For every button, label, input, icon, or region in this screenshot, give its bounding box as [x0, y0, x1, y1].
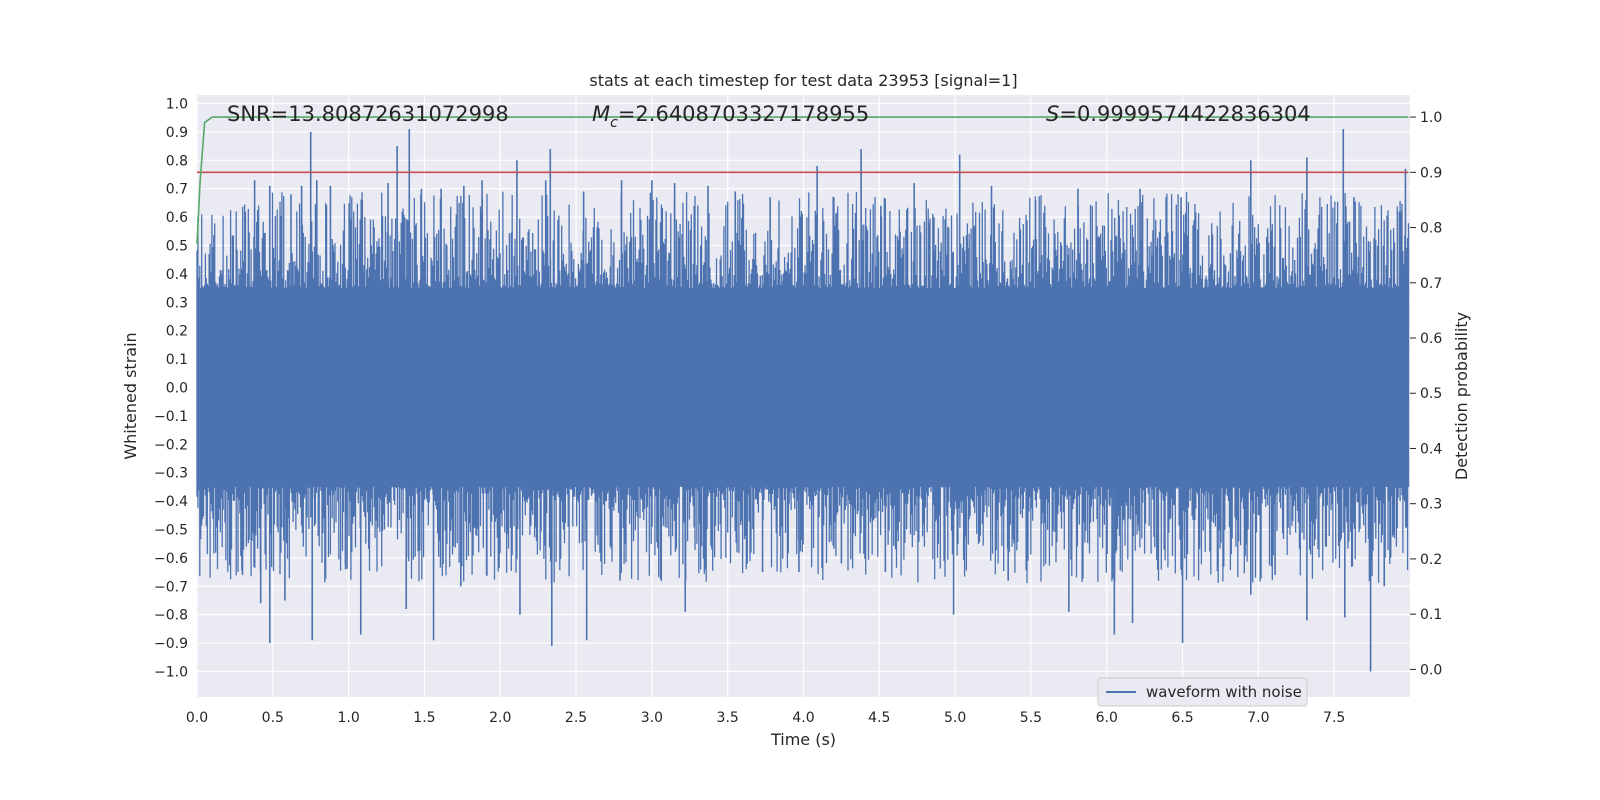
y-axis-right: 0.0 0.1 0.2 0.3 0.4 0.5 0.6 0.7 0.8 0.9 1.0: [1410, 110, 1442, 678]
y-axis-left: −1.0 −0.9 −0.8 −0.7 −0.6 −0.5 −0.4 −0.3 −0.2 −0.1…: [154, 97, 188, 681]
x-tick-label: 0.0: [186, 710, 208, 726]
legend-entry-waveform: waveform with noise: [1146, 683, 1302, 701]
y-tick-label: 0.1: [166, 352, 188, 368]
chart-title: stats at each timestep for test data 239…: [589, 71, 1017, 90]
y2-tick-label: 0.8: [1420, 221, 1442, 237]
y2-tick-label: 0.7: [1420, 276, 1442, 292]
mc-subscript: c: [610, 115, 618, 131]
x-tick-label: 3.5: [717, 710, 739, 726]
x-tick-label: 0.5: [262, 710, 284, 726]
y-tick-label: −0.9: [154, 636, 188, 652]
y-tick-label: 0.4: [166, 267, 188, 283]
x-tick-label: 4.0: [792, 710, 814, 726]
x-tick-label: 7.0: [1247, 710, 1269, 726]
x-tick-label: 2.5: [565, 710, 587, 726]
x-tick-label: 5.0: [944, 710, 966, 726]
y-tick-label: −0.5: [154, 522, 188, 538]
y2-tick-label: 0.2: [1420, 552, 1442, 568]
detection-probability-line: [196, 116, 1409, 245]
mc-symbol: M: [592, 102, 610, 126]
y2-tick-label: 0.6: [1420, 331, 1442, 347]
y-tick-label: −0.3: [154, 466, 188, 482]
x-tick-label: 7.5: [1323, 710, 1345, 726]
x-tick-label: 6.5: [1171, 710, 1193, 726]
x-axis: 0.0 0.5 1.0 1.5 2.0 2.5 3.0 3.5 4.0 4.5 5.0 5.5 6.0 6…: [186, 710, 1345, 726]
x-tick-label: 5.5: [1020, 710, 1042, 726]
y2-tick-label: 0.3: [1420, 497, 1442, 513]
detection-probability-series: [196, 116, 1409, 245]
x-tick-label: 1.5: [413, 710, 435, 726]
detection-statistic-annotation: S=0.9999574422836304: [1046, 102, 1311, 126]
y-tick-label: −0.1: [154, 409, 188, 425]
y2-axis-label: Detection probability: [1452, 312, 1471, 480]
y2-tick-label: 0.0: [1420, 662, 1442, 678]
y2-tick-label: 0.9: [1420, 165, 1442, 181]
y2-tick-label: 0.4: [1420, 441, 1442, 457]
y-tick-label: 0.5: [166, 239, 188, 255]
y-tick-label: −1.0: [154, 664, 188, 680]
y-axis-label: Whitened strain: [121, 332, 140, 459]
y-tick-label: 0.8: [166, 153, 188, 169]
y-tick-label: 0.3: [166, 295, 188, 311]
mc-value: =2.6408703327178955: [618, 102, 869, 126]
y-tick-label: 0.0: [166, 380, 188, 396]
s-value: =0.9999574422836304: [1059, 102, 1310, 126]
x-tick-label: 2.0: [489, 710, 511, 726]
y-tick-label: −0.7: [154, 579, 188, 595]
x-axis-label: Time (s): [770, 730, 836, 749]
y-tick-label: −0.2: [154, 437, 188, 453]
y-tick-label: 0.6: [166, 210, 188, 226]
y-tick-label: −0.6: [154, 551, 188, 567]
snr-annotation: SNR=13.80872631072998: [227, 102, 509, 126]
y2-tick-label: 0.5: [1420, 386, 1442, 402]
s-symbol: S: [1046, 102, 1059, 126]
x-tick-label: 6.0: [1096, 710, 1118, 726]
waveform-with-noise-series: [196, 129, 1410, 672]
x-tick-label: 1.0: [337, 710, 359, 726]
y-tick-label: −0.4: [154, 494, 188, 510]
legend: waveform with noise: [1097, 677, 1308, 707]
x-tick-label: 4.5: [868, 710, 890, 726]
y-tick-label: 0.7: [166, 182, 188, 198]
x-tick-label: 3.0: [641, 710, 663, 726]
y-tick-label: 1.0: [166, 97, 188, 113]
legend-box: [1097, 677, 1308, 707]
y-tick-label: −0.8: [154, 608, 188, 624]
y2-tick-label: 0.1: [1420, 607, 1442, 623]
y-tick-label: 0.9: [166, 125, 188, 141]
chirp-mass-annotation: Mc=2.6408703327178955: [592, 102, 869, 131]
y-tick-label: 0.2: [166, 324, 188, 340]
y2-tick-label: 1.0: [1420, 110, 1442, 126]
